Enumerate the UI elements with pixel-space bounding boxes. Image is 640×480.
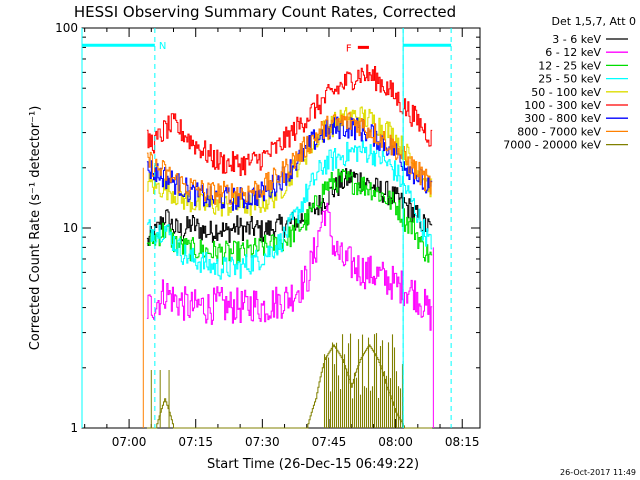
x-tick-label: 07:45 <box>312 435 347 449</box>
series-layer <box>146 64 433 429</box>
night-flag-label: N <box>159 41 166 52</box>
x-tick-label: 08:15 <box>445 435 480 449</box>
series-6 <box>146 116 433 211</box>
legend-label: 7000 - 20000 keV <box>503 139 601 152</box>
x-tick-label: 08:00 <box>378 435 413 449</box>
y-tick-labels: 1 10 100 <box>55 21 78 435</box>
series-line <box>146 64 433 176</box>
footer-timestamp: 26-Oct-2017 11:49 <box>560 468 636 477</box>
x-tick-label: 07:15 <box>178 435 213 449</box>
series-7 <box>146 112 433 205</box>
legend-label: 800 - 7000 keV <box>517 125 601 138</box>
legend-label: 300 - 800 keV <box>524 112 601 125</box>
legend-label: 3 - 6 keV <box>552 33 601 46</box>
y-tick-label: 100 <box>55 21 78 35</box>
series-line <box>146 116 433 211</box>
series-2 <box>146 168 433 266</box>
series-5 <box>146 64 433 176</box>
series-line <box>146 168 433 266</box>
series-line <box>146 202 433 331</box>
x-tick-label: 07:00 <box>112 435 147 449</box>
y-axis-label: Corrected Count Rate (s⁻¹ detector⁻¹) <box>28 106 43 351</box>
flare-flag-label: F <box>346 43 352 54</box>
legend-label: 50 - 100 keV <box>531 86 601 99</box>
series-line <box>146 112 433 205</box>
series-line <box>146 140 433 280</box>
legend-label: 6 - 12 keV <box>545 46 601 59</box>
series-3 <box>146 140 433 280</box>
y-tick-label: 10 <box>63 221 78 235</box>
axis-ticks <box>82 27 480 429</box>
series-line <box>146 344 433 429</box>
series-1 <box>146 202 433 331</box>
legend-header: Det 1,5,7, Att 0 <box>552 15 636 28</box>
series-line <box>146 168 433 246</box>
series-8 <box>146 333 433 429</box>
y-tick-label: 1 <box>70 421 78 435</box>
x-axis-label: Start Time (26-Dec-15 06:49:22) <box>207 457 419 472</box>
series-0 <box>146 168 433 246</box>
legend-label: 25 - 50 keV <box>538 73 601 86</box>
x-tick-label: 07:30 <box>245 435 280 449</box>
x-tick-labels: 07:00 07:15 07:30 07:45 08:00 08:15 <box>112 435 480 449</box>
legend-label: 100 - 300 keV <box>524 99 601 112</box>
chart-title: HESSI Observing Summary Count Rates, Cor… <box>74 3 456 21</box>
legend-label: 12 - 25 keV <box>538 59 601 72</box>
